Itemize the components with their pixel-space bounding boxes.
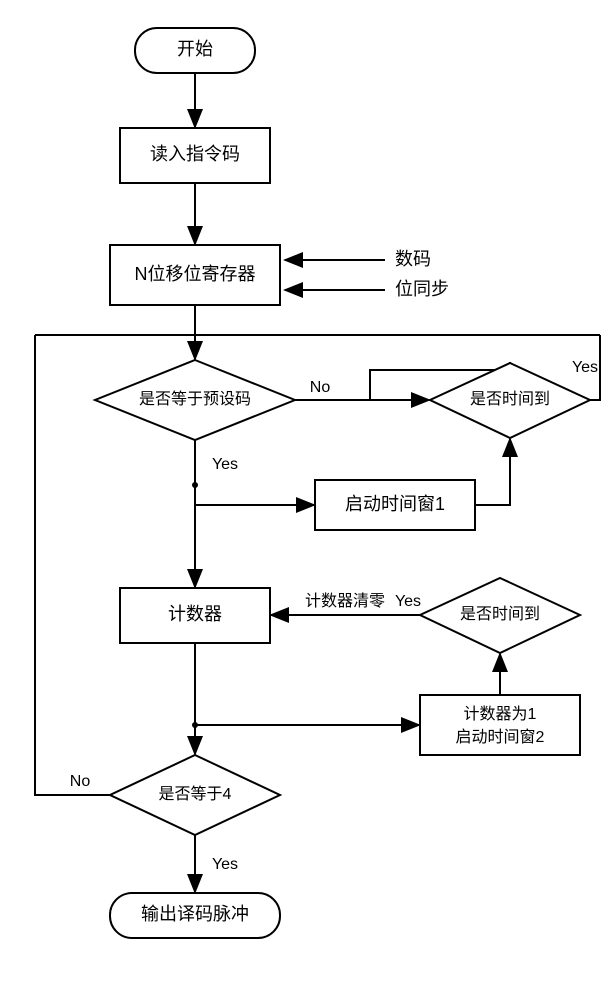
eq4-no-label: No xyxy=(70,773,91,790)
time2-label: 是否时间到 xyxy=(460,605,540,623)
read-cmd-label: 读入指令码 xyxy=(150,144,240,164)
bit-sync-label: 位同步 xyxy=(395,279,449,299)
output-label: 输出译码脉冲 xyxy=(141,904,249,924)
start-label: 开始 xyxy=(177,39,213,59)
data-in-label: 数码 xyxy=(395,249,431,269)
counter-label: 计数器 xyxy=(168,604,222,624)
edge-window1-time1 xyxy=(475,439,510,505)
eq4-label: 是否等于4 xyxy=(159,785,232,803)
time1-yes-label: Yes xyxy=(572,359,598,376)
preset-yes-label: Yes xyxy=(212,456,238,473)
edge-eq4-no xyxy=(35,335,110,795)
preset-no-label: No xyxy=(310,379,331,396)
time1-label: 是否时间到 xyxy=(470,390,550,408)
eq4-yes-label: Yes xyxy=(212,856,238,873)
start-window2-label-2: 启动时间窗2 xyxy=(456,728,545,746)
counter-clear-label: 计数器清零 xyxy=(305,592,385,610)
start-window2-label-1: 计数器为1 xyxy=(464,705,537,723)
shift-reg-label: N位移位寄存器 xyxy=(135,264,256,284)
preset-label: 是否等于预设码 xyxy=(139,390,251,408)
start-window1-label: 启动时间窗1 xyxy=(345,494,445,514)
time2-yes-label: Yes xyxy=(395,593,421,610)
